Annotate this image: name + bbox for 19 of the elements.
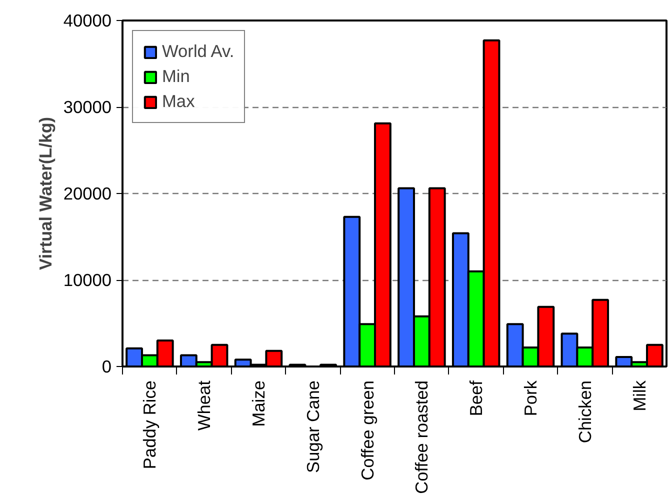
x-tick-label: Pork: [520, 380, 540, 416]
y-tick-label: 30000: [63, 97, 112, 117]
y-tick-label: 0: [102, 356, 112, 376]
y-axis-title: Virtual Water(L/kg): [35, 116, 56, 270]
x-tick-label: Maize: [248, 380, 268, 427]
x-tick-label: Sugar Cane: [302, 380, 323, 473]
y-tick-label: 40000: [63, 10, 112, 30]
y-tick-label: 10000: [63, 270, 112, 290]
x-tick-label: Coffee green: [357, 380, 378, 480]
legend-label: World Av.: [162, 41, 234, 62]
x-tick-label: Wheat: [194, 380, 214, 431]
x-tick-label: Chicken: [574, 380, 595, 444]
x-tick-label: Milk: [629, 380, 650, 412]
y-tick-label: 20000: [63, 184, 112, 204]
legend-label: Min: [162, 66, 190, 87]
x-tick-label: Paddy Rice: [140, 380, 160, 470]
x-tick-label: Coffee roasted: [412, 380, 432, 494]
legend-label: Max: [162, 91, 195, 112]
x-tick-label: Beef: [466, 380, 486, 416]
